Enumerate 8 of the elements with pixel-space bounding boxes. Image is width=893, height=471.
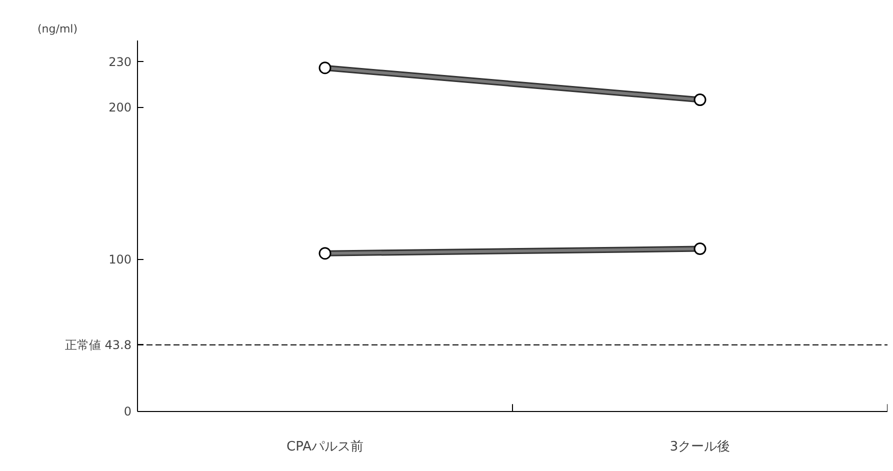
y-tick-label: 100 [108, 252, 132, 266]
y-tick-label: 230 [108, 54, 132, 69]
y-tick-label: 0 [124, 404, 132, 418]
x-tick-label: CPAパルス前 [286, 440, 364, 454]
x-tick-label: 3クール後 [670, 440, 730, 454]
y-axis-title: (ng/ml) [38, 22, 78, 36]
y-tick-label: 200 [108, 100, 132, 114]
ref-line-label: 正常値 43.8 [64, 338, 132, 352]
